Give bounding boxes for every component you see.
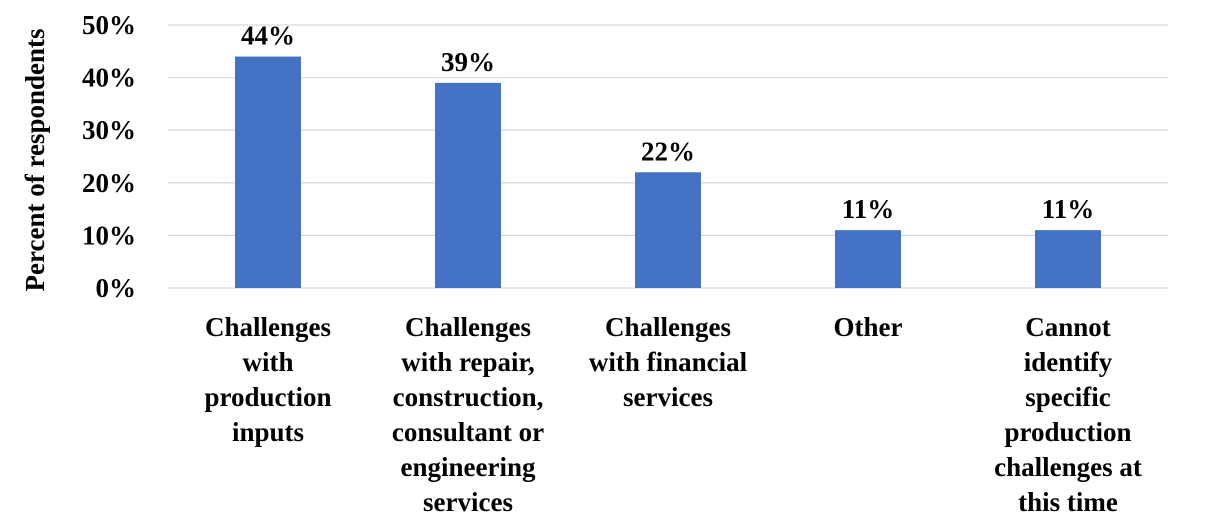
category-label-line: consultant or bbox=[392, 417, 544, 447]
category-label-4: Cannot identify specific production challeng… bbox=[994, 312, 1142, 517]
y-tick-label-4: 40% bbox=[82, 63, 136, 93]
category-label-line: with repair, bbox=[401, 347, 535, 377]
category-label-line: with financial bbox=[589, 347, 748, 377]
category-label-line: production bbox=[204, 382, 331, 412]
bars bbox=[235, 56, 1101, 289]
category-label-line: specific bbox=[1025, 382, 1110, 412]
bar-4 bbox=[1035, 230, 1101, 288]
y-axis-title: Percent of respondents bbox=[20, 29, 50, 292]
y-tick-label-3: 30% bbox=[82, 115, 136, 145]
category-label-line: Cannot bbox=[1025, 312, 1111, 342]
category-label-0: Challenges with production inputs bbox=[204, 312, 331, 447]
data-label-2: 22% bbox=[641, 136, 695, 166]
bar-2 bbox=[635, 172, 701, 288]
category-label-line: this time bbox=[1018, 487, 1118, 517]
category-label-line: production bbox=[1004, 417, 1131, 447]
data-label-4: 11% bbox=[1042, 194, 1095, 224]
y-axis-ticks: 0% 10% 20% 30% 40% 50% bbox=[82, 10, 136, 303]
category-label-line: inputs bbox=[232, 417, 304, 447]
y-tick-label-1: 10% bbox=[82, 220, 136, 250]
category-label-line: challenges at bbox=[994, 452, 1142, 482]
category-label-line: services bbox=[623, 382, 713, 412]
category-label-line: Other bbox=[834, 312, 903, 342]
y-tick-label-2: 20% bbox=[82, 168, 136, 198]
category-label-line: with bbox=[242, 347, 293, 377]
data-labels: 44% 39% 22% 11% 11% bbox=[241, 21, 1094, 225]
bar-1 bbox=[435, 82, 501, 288]
bar-0 bbox=[235, 56, 301, 289]
category-label-line: services bbox=[423, 487, 513, 517]
data-label-0: 44% bbox=[241, 21, 295, 51]
x-axis-categories: Challenges with production inputsChallenges… bbox=[204, 312, 1141, 517]
category-label-line: engineering bbox=[401, 452, 536, 482]
y-tick-label-0: 0% bbox=[96, 273, 137, 303]
data-label-3: 11% bbox=[842, 194, 895, 224]
category-label-line: Challenges bbox=[405, 312, 531, 342]
category-label-line: Challenges bbox=[605, 312, 731, 342]
bar-3 bbox=[835, 230, 901, 288]
y-tick-label-5: 50% bbox=[82, 10, 136, 40]
category-label-line: Challenges bbox=[205, 312, 331, 342]
category-label-2: Challenges with financial services bbox=[589, 312, 748, 412]
category-label-line: identify bbox=[1024, 347, 1113, 377]
category-label-line: construction, bbox=[393, 382, 544, 412]
data-label-1: 39% bbox=[441, 47, 495, 77]
category-label-1: Challenges with repair, construction, consu… bbox=[392, 312, 544, 517]
category-label-3: Other bbox=[834, 312, 903, 342]
